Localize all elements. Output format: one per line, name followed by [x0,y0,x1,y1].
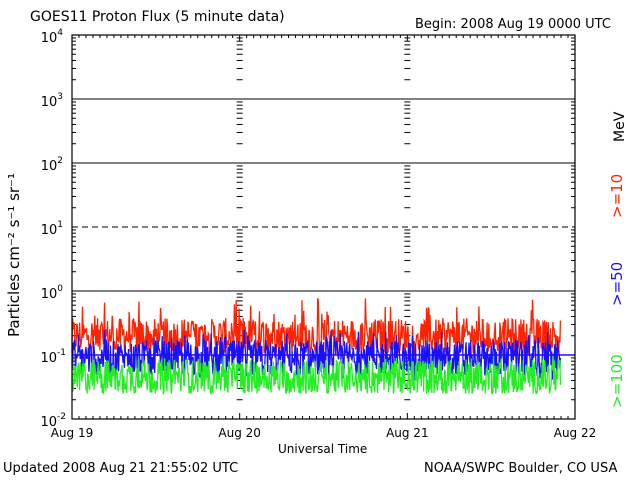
y-tick-label: 101 [41,220,63,238]
x-tick-label: Aug 22 [554,426,597,440]
chart-title: GOES11 Proton Flux (5 minute data) [30,9,285,25]
legend-item-50mev: >=50 [608,261,626,306]
series-line-100mev [71,354,562,396]
x-tick-label: Aug 20 [218,426,261,440]
begin-time: Begin: 2008 Aug 19 0000 UTC [415,17,611,32]
x-tick-label: Aug 19 [51,426,94,440]
y-tick-label: 100 [41,284,64,302]
legend-item-10mev: >=10 [608,173,626,218]
y-tick-label: 102 [41,156,63,174]
x-tick-label: Aug 21 [386,426,429,440]
y-tick-label: 10-1 [40,348,66,366]
y-tick-label: 104 [41,28,64,46]
legend-item-100mev: >=100 [608,354,626,408]
y-tick-label: 10-2 [40,412,66,430]
y-tick-label: 103 [41,92,63,110]
y-axis-label: Particles cm⁻² s⁻¹ sr⁻¹ [5,173,23,337]
legend-unit-mev: MeV [612,111,628,142]
updated-timestamp: Updated 2008 Aug 21 21:55:02 UTC [3,461,239,476]
plot-frame [71,34,576,420]
series-line-50mev [71,329,562,381]
source-credit: NOAA/SWPC Boulder, CO USA [424,461,618,476]
x-axis-label: Universal Time [278,442,368,456]
